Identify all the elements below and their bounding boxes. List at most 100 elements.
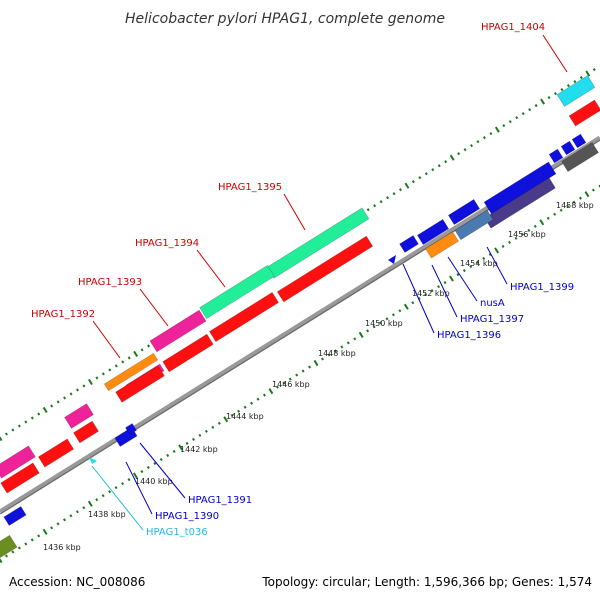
tick-mark — [37, 534, 41, 538]
tick-mark — [547, 96, 551, 100]
tick-mark — [121, 360, 125, 364]
tick-mark — [76, 388, 79, 392]
tick-mark — [50, 404, 54, 408]
leader-line-hpag1-1393 — [139, 288, 169, 327]
gene-red-a — [276, 235, 374, 303]
gene-olive — [0, 534, 18, 560]
tick-mark — [87, 500, 93, 507]
tick-mark — [372, 325, 376, 329]
tick-mark — [308, 365, 312, 369]
tick-mark — [533, 224, 537, 228]
tick-mark — [295, 373, 299, 377]
tick-mark — [411, 301, 415, 305]
scale-label: 1446 kbp — [272, 380, 310, 389]
tick-mark — [418, 176, 422, 180]
gene-label-hpag1-1394: HPAG1_1394 — [135, 238, 199, 249]
tick-mark — [489, 132, 493, 136]
leader-lines — [91, 34, 568, 531]
tick-mark — [470, 144, 474, 148]
tick-mark — [553, 212, 557, 216]
gene-red-g — [0, 462, 40, 494]
leader-line-hpag1-1394 — [196, 249, 226, 288]
tick-mark — [101, 494, 105, 498]
tick-mark — [592, 68, 596, 72]
tick-mark — [69, 514, 73, 518]
gene-label-hpag1-1390: HPAG1_1390 — [155, 511, 219, 522]
tick-mark — [437, 164, 441, 168]
gene-blue-c — [416, 218, 450, 246]
tick-mark — [444, 160, 448, 164]
tick-mark — [4, 432, 8, 436]
scale-label: 1458 kbp — [556, 201, 594, 210]
scale-label: 1448 kbp — [318, 349, 356, 358]
tick-mark — [4, 554, 8, 558]
tick-mark — [391, 313, 395, 317]
tick-mark — [502, 124, 506, 128]
gene-blue-tiny — [388, 255, 396, 264]
tick-mark — [211, 425, 215, 429]
tick-mark — [366, 208, 370, 212]
tick-mark — [366, 329, 370, 333]
tick-mark — [482, 136, 486, 140]
tick-mark — [133, 472, 138, 479]
scale-label: 1442 kbp — [180, 445, 218, 454]
tick-mark — [262, 393, 266, 397]
tick-mark — [11, 428, 15, 432]
gene-hpag1-1394 — [199, 264, 275, 320]
tick-mark — [133, 350, 139, 357]
accession-label: Accession: NC_008086 — [9, 575, 145, 589]
gene-red-e — [73, 420, 99, 444]
tick-mark — [411, 180, 415, 184]
tick-mark — [204, 429, 208, 433]
tick-mark — [192, 437, 195, 441]
tick-mark — [572, 200, 576, 204]
tick-mark — [560, 88, 564, 92]
scale-label: 1440 kbp — [135, 477, 173, 486]
tick-mark — [140, 470, 144, 474]
tick-mark — [127, 478, 131, 482]
gene-pink-left — [0, 445, 36, 479]
leader-line-hpag1-1396 — [402, 263, 435, 334]
tick-mark — [488, 252, 492, 257]
tick-mark — [515, 116, 519, 120]
tick-mark — [539, 219, 545, 226]
tick-mark — [521, 112, 525, 116]
tick-mark — [75, 510, 79, 514]
gene-blue-b — [447, 198, 481, 226]
scale-label: 1444 kbp — [226, 412, 264, 421]
tick-mark — [528, 108, 532, 112]
tick-mark — [42, 406, 48, 414]
gene-hpag1-1392 — [103, 352, 159, 392]
tick-mark — [585, 70, 591, 77]
gene-blue-left — [3, 506, 27, 526]
tick-mark — [275, 385, 279, 389]
tick-mark — [430, 289, 434, 293]
gene-gray — [561, 141, 599, 173]
tick-mark — [147, 344, 151, 348]
tick-mark — [514, 236, 518, 240]
tick-mark — [546, 216, 550, 220]
gene-nusa — [425, 231, 459, 259]
tick-mark — [159, 457, 163, 462]
tick-mark — [392, 192, 396, 196]
tick-mark — [449, 275, 454, 282]
leader-line-hpag1-1399 — [486, 246, 508, 285]
tick-mark — [146, 465, 150, 470]
tick-mark — [404, 182, 410, 189]
tick-mark — [256, 397, 260, 401]
tick-mark — [243, 405, 247, 409]
tick-mark — [476, 140, 480, 144]
leader-line-hpag1-t036 — [91, 465, 144, 531]
tick-mark — [63, 396, 67, 400]
tick-mark — [153, 461, 157, 466]
tick-mark — [353, 337, 357, 341]
gene-label-hpag1-1393: HPAG1_1393 — [78, 277, 142, 288]
gene-red-h — [568, 99, 600, 127]
tick-mark — [340, 345, 344, 349]
leader-line-hpag1-1395 — [283, 193, 306, 231]
tick-mark — [0, 436, 3, 442]
tick-mark — [24, 542, 28, 546]
tick-mark — [63, 518, 66, 522]
tick-mark — [108, 490, 112, 494]
tick-mark — [56, 400, 60, 404]
